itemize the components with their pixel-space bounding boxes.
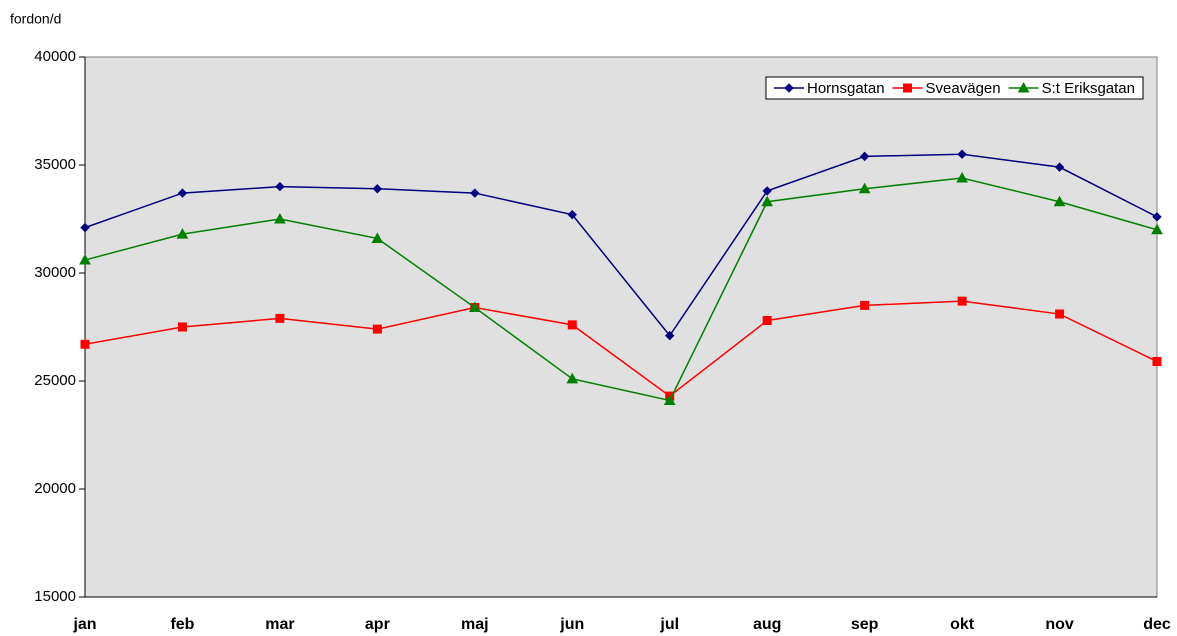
marker bbox=[957, 296, 967, 306]
plot-area bbox=[84, 56, 1158, 598]
marker bbox=[957, 149, 967, 159]
y-tick-label: 25000 bbox=[34, 372, 76, 389]
marker bbox=[372, 184, 383, 194]
x-tick-label: maj bbox=[461, 616, 489, 633]
marker bbox=[1055, 309, 1065, 319]
marker bbox=[80, 222, 90, 233]
marker bbox=[665, 330, 675, 341]
legend-label: S:t Eriksgatan bbox=[1042, 80, 1135, 97]
series-line bbox=[84, 177, 1158, 402]
marker bbox=[1053, 195, 1066, 207]
marker bbox=[1151, 223, 1163, 235]
marker bbox=[1152, 357, 1162, 367]
marker bbox=[274, 212, 286, 224]
x-tick-label: sep bbox=[851, 616, 879, 633]
marker bbox=[371, 232, 384, 243]
marker bbox=[859, 151, 870, 162]
marker bbox=[566, 372, 579, 384]
y-axis-label: fordon/d bbox=[10, 11, 61, 27]
y-tick-label: 30000 bbox=[34, 264, 76, 281]
x-tick-label: jul bbox=[659, 616, 679, 633]
legend-label: Hornsgatan bbox=[807, 80, 885, 97]
series-line bbox=[84, 153, 1158, 337]
marker bbox=[860, 300, 870, 310]
y-tick-label: 20000 bbox=[34, 480, 76, 497]
marker bbox=[177, 188, 188, 198]
legend-box bbox=[765, 76, 1144, 100]
marker bbox=[567, 320, 577, 330]
y-tick-label: 15000 bbox=[34, 588, 76, 605]
marker bbox=[177, 322, 187, 332]
marker bbox=[956, 171, 968, 183]
marker bbox=[470, 188, 480, 198]
x-tick-label: mar bbox=[265, 616, 294, 633]
marker bbox=[372, 324, 382, 334]
marker bbox=[275, 181, 285, 192]
x-tick-label: apr bbox=[365, 616, 390, 633]
marker bbox=[1152, 212, 1162, 222]
y-tick-label: 40000 bbox=[34, 48, 76, 65]
marker bbox=[1054, 162, 1065, 172]
marker bbox=[79, 254, 91, 265]
y-tick-label: 35000 bbox=[34, 156, 76, 173]
x-tick-label: jun bbox=[559, 616, 584, 633]
marker bbox=[663, 394, 676, 405]
x-tick-label: jan bbox=[72, 616, 96, 633]
x-tick-label: aug bbox=[753, 616, 781, 633]
marker bbox=[761, 195, 774, 207]
marker bbox=[1017, 81, 1030, 93]
marker bbox=[275, 313, 285, 323]
marker bbox=[567, 209, 577, 220]
x-tick-label: okt bbox=[950, 616, 975, 633]
x-tick-label: nov bbox=[1045, 616, 1074, 633]
marker bbox=[858, 182, 871, 194]
marker bbox=[903, 83, 913, 93]
marker bbox=[468, 301, 481, 313]
marker bbox=[762, 186, 772, 196]
marker bbox=[80, 339, 90, 349]
marker bbox=[176, 228, 189, 239]
legend: Hornsgatan Sveavägen S:t Eriksgatan bbox=[765, 76, 1144, 100]
series-line bbox=[84, 300, 1158, 398]
x-tick-label: feb bbox=[170, 616, 194, 633]
marker bbox=[762, 316, 772, 326]
legend-label: Sveavägen bbox=[926, 80, 1001, 97]
marker bbox=[784, 83, 794, 93]
x-tick-label: dec bbox=[1143, 616, 1171, 633]
